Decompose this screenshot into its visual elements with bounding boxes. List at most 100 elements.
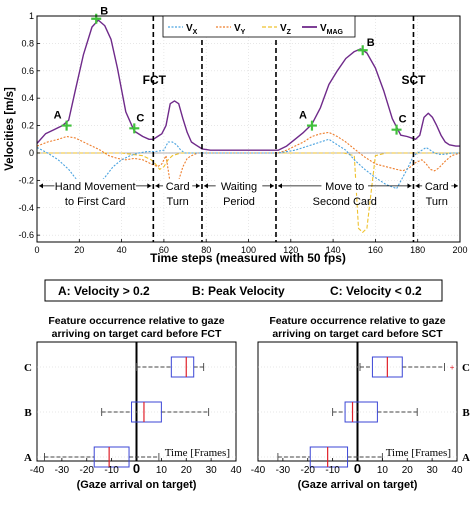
x-tick-label: 20: [402, 465, 414, 476]
legend-box: [162, 15, 356, 38]
y-tick-label: 0.8: [21, 38, 34, 48]
feature-marker-label: C: [399, 114, 407, 126]
feature-legend: A: Velocity > 0.2 B: Peak Velocity C: Ve…: [44, 279, 443, 302]
x-tick-label: 200: [452, 245, 467, 255]
phase-label-bg: [321, 178, 369, 193]
legend-entry: VY: [216, 23, 246, 36]
y-tick-label: 0.2: [21, 121, 34, 131]
arrowhead: [195, 183, 200, 189]
phase-label-bg: [54, 178, 136, 193]
arrowhead: [203, 183, 208, 189]
phase-label: Hand Movement: [55, 181, 136, 193]
box-x-axis-label: (Gaze arrival on target): [77, 479, 197, 491]
box-iqr: [309, 446, 349, 468]
x-tick-label: -40: [30, 465, 45, 476]
arrowhead: [407, 183, 412, 189]
phase-label-group: Hand Movement to First Card Card Turn Waitin…: [39, 178, 458, 208]
box-iqr: [170, 356, 195, 378]
series-line-vmag: [36, 19, 460, 151]
phase-label: Waiting: [221, 181, 257, 193]
x-tick-label: 0: [354, 461, 361, 476]
phase-label-bg: [163, 178, 193, 193]
x-tick-label: 40: [230, 465, 242, 476]
series-group: [36, 19, 461, 233]
x-tick-label: -10: [104, 465, 119, 476]
x-tick-label: 30: [427, 465, 439, 476]
feature-legend-a: A: Velocity > 0.2: [58, 284, 150, 298]
y-tick-label: 0.6: [21, 66, 34, 76]
y-tick-label: -0.4: [18, 203, 34, 213]
x-tick-label: 100: [241, 245, 256, 255]
box-title: arriving on target card before FCT: [52, 328, 222, 340]
arrowhead: [415, 183, 420, 189]
x-tick-label: 140: [326, 245, 341, 255]
feature-marker-group: A B C A B C: [54, 6, 407, 135]
event-label: FCT: [143, 73, 167, 87]
x-tick-labels: 0 20 40 60 80 100 120 140 160 180 200: [34, 239, 468, 255]
x-tick-label: 0: [34, 245, 39, 255]
feature-marker-label: B: [367, 37, 375, 49]
feature-marker-label: C: [136, 112, 144, 124]
legend-label: VY: [234, 23, 246, 36]
arrowhead: [155, 183, 160, 189]
feature-marker-label: B: [100, 6, 108, 18]
box-x-axis-label: (Gaze arrival on target): [298, 479, 418, 491]
velocity-chart: FCT SCT Hand Movement to First Card Card Tur…: [4, 6, 468, 265]
feature-marker: [391, 124, 402, 135]
outlier-marker: +: [450, 363, 455, 372]
feature-marker: [129, 123, 140, 134]
time-label: Time [Frames]: [386, 447, 451, 459]
event-label: SCT: [401, 73, 426, 87]
arrowhead: [269, 183, 274, 189]
x-tick-label: 30: [206, 465, 218, 476]
x-tick-label: 20: [181, 465, 193, 476]
phase-label: to First Card: [65, 196, 126, 208]
feature-marker-label: A: [299, 110, 307, 122]
phase-label: Period: [223, 196, 255, 208]
feature-marker: [306, 120, 317, 131]
x-tick-label: -30: [276, 465, 291, 476]
x-tick-label: 20: [74, 245, 84, 255]
x-tick-label: 60: [159, 245, 169, 255]
legend-entry: VMAG: [302, 23, 344, 36]
feature-marker: [91, 13, 102, 24]
phase-label: Card: [166, 181, 190, 193]
feature-marker: [61, 120, 72, 131]
category-label: B: [24, 407, 32, 419]
phase-label-bg: [215, 178, 263, 193]
y-tick-label: -0.6: [18, 230, 34, 240]
box-iqr: [344, 401, 378, 423]
box-title: arriving on target card before SCT: [272, 328, 443, 340]
phase-label: Move to: [325, 181, 364, 193]
box-title: Feature occurrence relative to gaze: [269, 315, 445, 327]
x-tick-label: -20: [80, 465, 95, 476]
feature-marker: [357, 45, 368, 56]
phase-label-bg: [422, 178, 452, 193]
arrowhead: [454, 183, 458, 189]
x-tick-label: -10: [325, 465, 340, 476]
feature-legend-c: C: Velocity < 0.2: [330, 284, 422, 298]
x-axis-label: Time steps (measured with 50 fps): [150, 251, 346, 265]
legend-entry: VZ: [262, 23, 292, 36]
category-label: C: [24, 362, 32, 374]
time-label: Time [Frames]: [165, 447, 230, 459]
x-tick-label: 180: [410, 245, 425, 255]
phase-label: Turn: [426, 196, 448, 208]
phase-label: Second Card: [313, 196, 377, 208]
boxplot-fct: Feature occurrence relative to gazearriv…: [24, 315, 242, 491]
x-tick-label: 160: [368, 245, 383, 255]
x-tick-label: -40: [251, 465, 266, 476]
x-tick-label: 40: [451, 465, 463, 476]
x-tick-label: 10: [377, 465, 389, 476]
category-label: C: [462, 362, 470, 374]
y-tick-label: 1: [29, 11, 34, 21]
box-iqr: [131, 401, 162, 423]
box-title: Feature occurrence relative to gaze: [48, 315, 224, 327]
x-tick-label: 10: [156, 465, 168, 476]
category-label: A: [24, 452, 32, 464]
y-axis-label: Velocities [m/s]: [4, 87, 16, 171]
x-tick-label: 120: [283, 245, 298, 255]
x-tick-label: 0: [133, 461, 140, 476]
x-tick-label: 80: [201, 245, 211, 255]
